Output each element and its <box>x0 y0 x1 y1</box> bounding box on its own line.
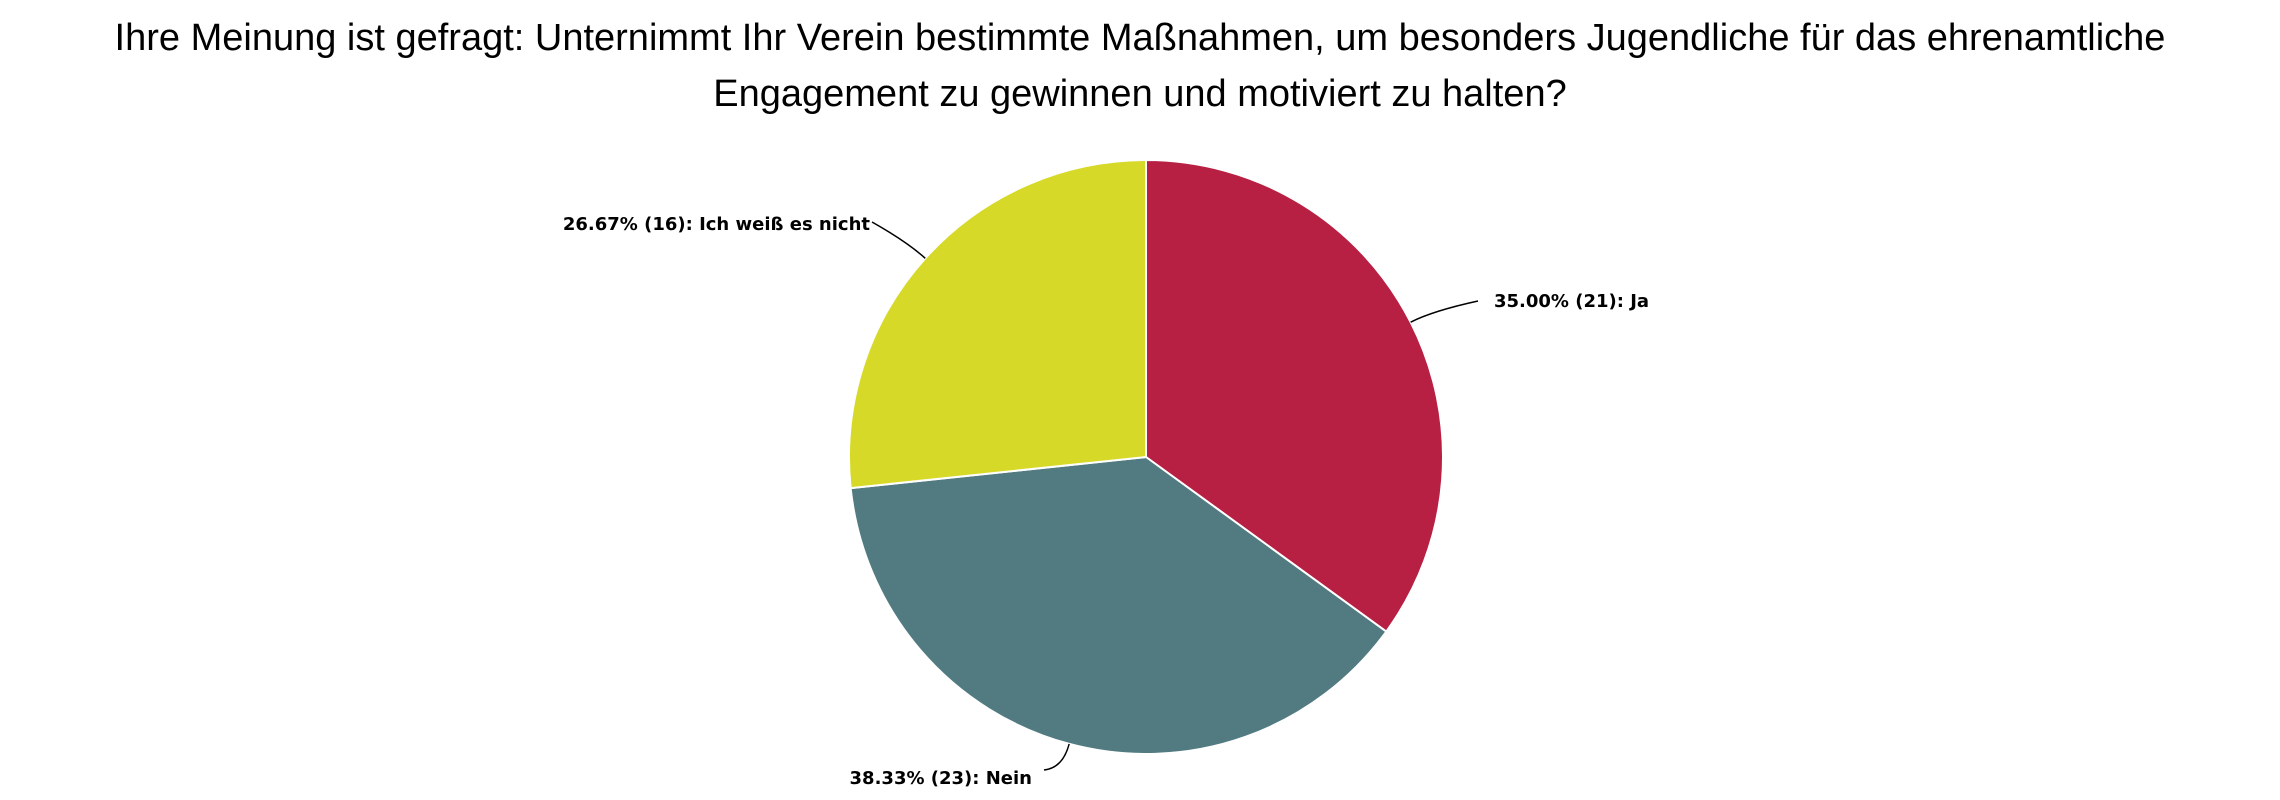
data-label: 35.00% (21): Ja <box>1494 291 1649 312</box>
leader-line <box>871 221 926 259</box>
data-label: 26.67% (16): Ich weiß es nicht <box>563 214 871 235</box>
chart-title: Ihre Meinung ist gefragt: Unternimmt Ihr… <box>0 10 2280 122</box>
pie-slice-ich-wei-es-nicht <box>848 158 1147 490</box>
leader-line <box>1043 743 1070 771</box>
chart-title-line-1: Ihre Meinung ist gefragt: Unternimmt Ihr… <box>114 17 2166 59</box>
leader-line <box>1410 300 1479 323</box>
chart-title-line-2: Engagement zu gewinnen und motiviert zu … <box>713 73 1567 115</box>
data-label: 38.33% (23): Nein <box>850 768 1032 789</box>
